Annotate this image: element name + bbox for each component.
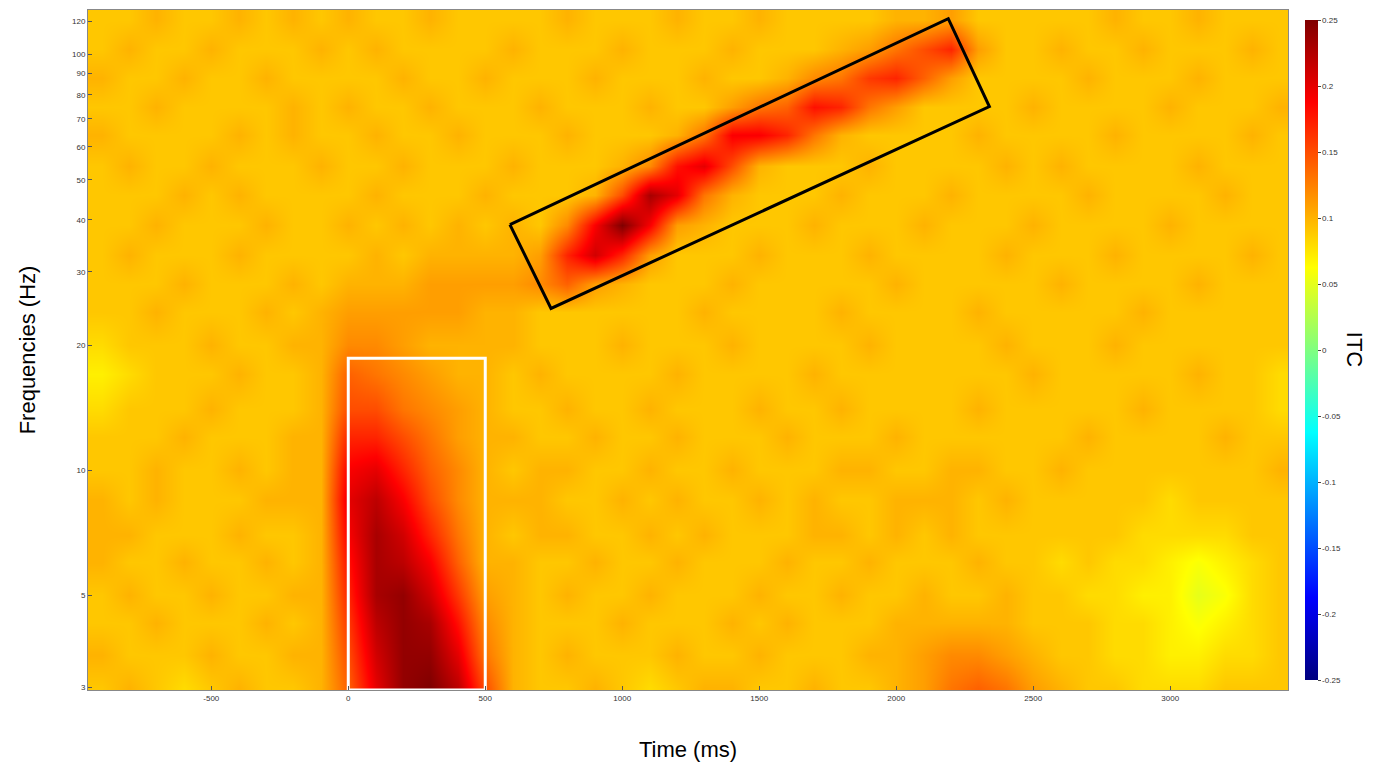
svg-text:2500: 2500 <box>1024 694 1042 703</box>
svg-text:-0.15: -0.15 <box>1322 544 1341 553</box>
svg-text:30: 30 <box>76 268 85 277</box>
svg-text:0.15: 0.15 <box>1322 148 1338 157</box>
svg-text:10: 10 <box>76 466 85 475</box>
svg-text:-0.2: -0.2 <box>1322 610 1336 619</box>
svg-text:80: 80 <box>76 91 85 100</box>
svg-text:0: 0 <box>1322 346 1327 355</box>
svg-text:-0.05: -0.05 <box>1322 412 1341 421</box>
svg-text:3: 3 <box>81 683 86 692</box>
svg-text:ITC: ITC <box>1342 332 1367 368</box>
svg-text:1500: 1500 <box>750 694 768 703</box>
svg-text:0.25: 0.25 <box>1322 16 1338 25</box>
svg-text:5: 5 <box>81 591 86 600</box>
svg-text:90: 90 <box>76 69 85 78</box>
svg-text:70: 70 <box>76 115 85 124</box>
svg-text:40: 40 <box>76 216 85 225</box>
svg-text:3000: 3000 <box>1161 694 1179 703</box>
svg-text:Time (ms): Time (ms) <box>639 737 737 762</box>
svg-text:0: 0 <box>346 694 351 703</box>
svg-text:-500: -500 <box>203 694 220 703</box>
svg-text:120: 120 <box>72 17 86 26</box>
svg-text:0.05: 0.05 <box>1322 280 1338 289</box>
svg-text:0.1: 0.1 <box>1322 214 1334 223</box>
svg-text:-0.25: -0.25 <box>1322 676 1341 685</box>
svg-text:0.2: 0.2 <box>1322 82 1334 91</box>
svg-text:Frequencies (Hz): Frequencies (Hz) <box>15 266 40 435</box>
svg-text:60: 60 <box>76 143 85 152</box>
svg-text:100: 100 <box>72 50 86 59</box>
svg-text:1000: 1000 <box>613 694 631 703</box>
svg-text:500: 500 <box>479 694 493 703</box>
svg-text:20: 20 <box>76 341 85 350</box>
svg-text:50: 50 <box>76 175 85 184</box>
svg-text:-0.1: -0.1 <box>1322 478 1336 487</box>
svg-text:2000: 2000 <box>887 694 905 703</box>
